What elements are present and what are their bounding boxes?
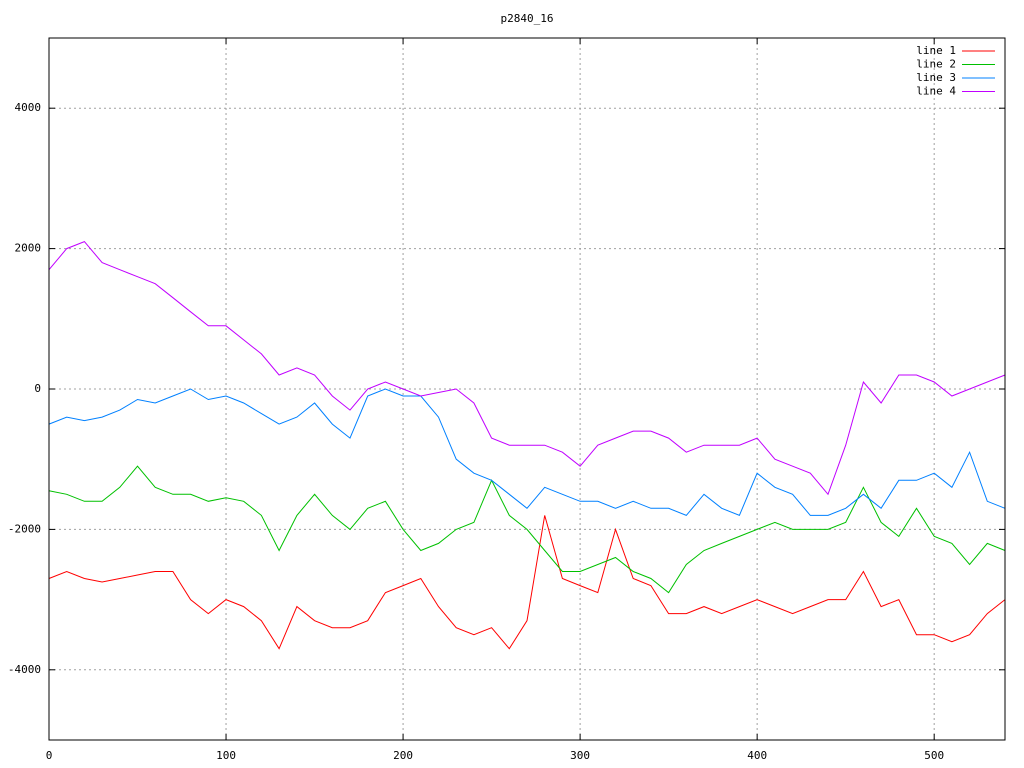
y-tick-label: 0	[34, 382, 41, 395]
x-tick-label: 200	[393, 749, 413, 762]
y-tick-label: -2000	[8, 522, 41, 535]
data-line	[48, 515, 1006, 650]
data-line	[48, 388, 1006, 517]
legend-label: line 1	[916, 44, 956, 57]
legend-label: line 4	[916, 85, 956, 98]
legend-label: line 3	[916, 71, 956, 84]
x-tick-label: 100	[216, 749, 236, 762]
plot-border	[48, 37, 1006, 741]
y-tick-label: -4000	[8, 663, 41, 676]
x-tick-label: 300	[570, 749, 590, 762]
legend-label: line 2	[916, 58, 956, 71]
data-line	[48, 241, 1006, 496]
y-tick-label: 4000	[15, 101, 42, 114]
chart-title: p2840_16	[501, 12, 554, 25]
x-tick-label: 0	[46, 749, 53, 762]
y-tick-label: 2000	[15, 242, 42, 255]
x-tick-label: 400	[747, 749, 767, 762]
x-tick-label: 500	[924, 749, 944, 762]
data-line	[48, 465, 1006, 594]
